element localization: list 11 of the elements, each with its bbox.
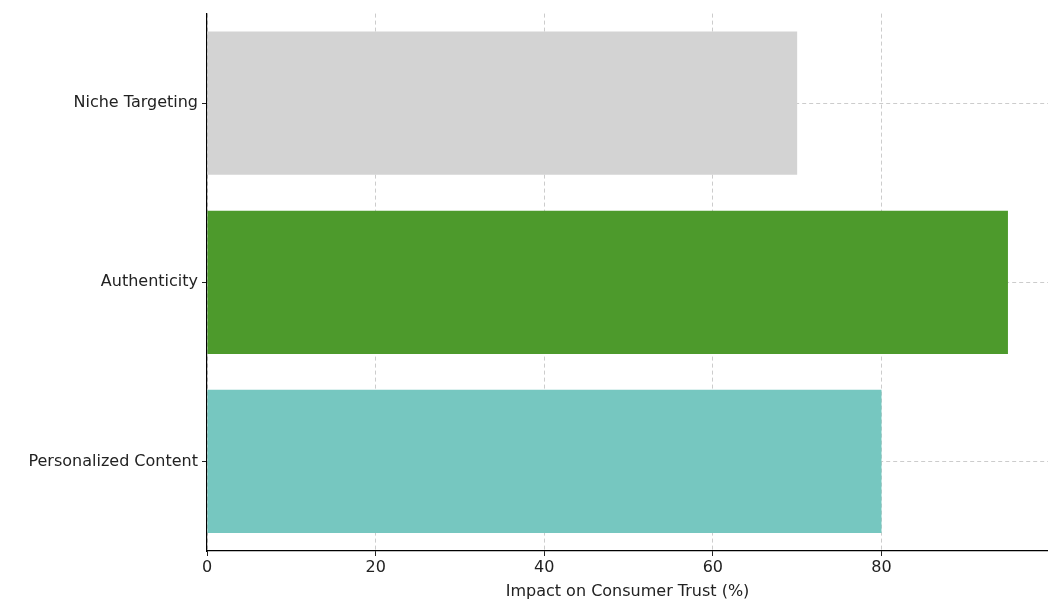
x-tick-label: 40 bbox=[534, 556, 555, 576]
bar bbox=[207, 210, 1008, 354]
x-tick-label: 60 bbox=[702, 556, 724, 576]
x-tick-label: 0 bbox=[201, 556, 213, 576]
y-tick-label: Personalized Content bbox=[28, 450, 198, 470]
y-tick-label: Niche Targeting bbox=[73, 92, 198, 112]
y-tick-label: Authenticity bbox=[100, 271, 198, 291]
x-tick-label: 20 bbox=[365, 556, 386, 576]
x-axis-title: Impact on Consumer Trust (%) bbox=[505, 580, 750, 600]
bar bbox=[207, 389, 882, 534]
x-tick-label: 80 bbox=[871, 556, 892, 576]
